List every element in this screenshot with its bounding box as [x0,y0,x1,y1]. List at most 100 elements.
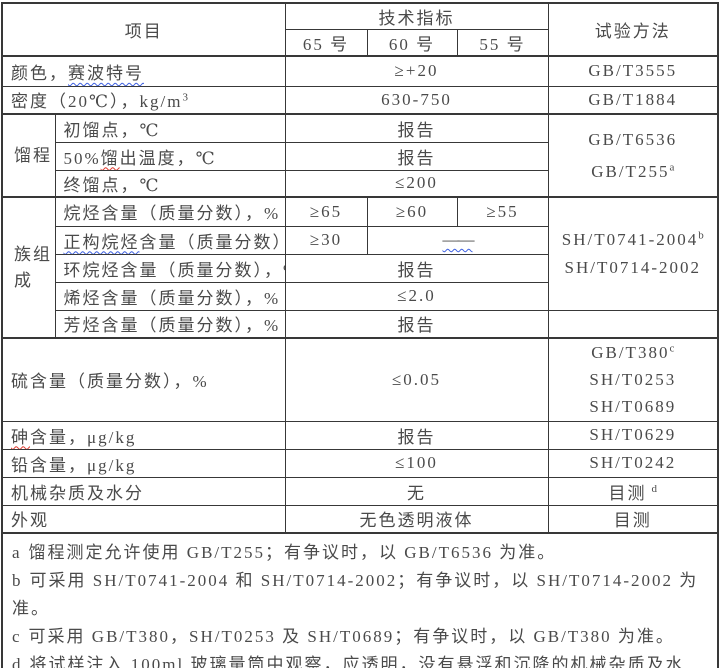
sulfur-method-1: GB/T380c [549,340,717,366]
row-ibp: 馏程 初馏点，℃ 报告 GB/T6536 GB/T255a [1,113,719,198]
footnote-d-letter: d [12,655,21,668]
alkane-value-60: ≥60 [366,196,458,227]
impurities-method: 目测 d [547,476,719,506]
mid-value: 报告 [284,141,549,171]
row-cycloalkane: 环烷烃含量（质量分数），% 报告 [2,253,718,283]
cycloalkane-label: 环烷烃含量（质量分数），% [54,253,286,283]
header-row-2: 65 号 60 号 55 号 [2,29,718,57]
footnote-d: d 将试样注入 100ml 玻璃量筒中观察，应透明，没有悬浮和沉降的机械杂质及水分… [12,651,709,668]
footnote-a-letter: a [12,543,20,562]
row-lead: 铅含量，μg/kg ≤100 SH/T0242 [1,448,719,478]
header-grade-65: 65 号 [284,29,368,57]
header-grade-60: 60 号 [366,29,458,57]
aromatic-value: 报告 [284,309,549,339]
impurities-label: 机械杂质及水分 [1,476,286,506]
color-label-spellcheck: 赛波特号 [68,63,144,83]
group-label-composition: 族组成 [1,196,56,339]
footnote-b-text: 可采用 SH/T0741-2004 和 SH/T0714-2002；有争议时，以… [12,571,699,618]
impurities-value: 无 [284,476,549,506]
footnote-c: c 可采用 GB/T380，SH/T0253 及 SH/T0689；有争议时，以 … [12,623,709,651]
olefin-value: ≤2.0 [284,281,549,311]
ibp-value: 报告 [284,113,549,143]
footnote-b-letter: b [12,571,21,590]
sulfur-method-2: SH/T0253 [589,370,677,390]
footnote-d-text: 将试样注入 100ml 玻璃量筒中观察，应透明，没有悬浮和沉降的机械杂质及水分。… [29,655,685,668]
row-olefin: 烯烃含量（质量分数），% ≤2.0 [2,281,718,311]
row-arsenic: 砷含量，μg/kg 报告 SH/T0629 [1,420,719,450]
row-impurities: 机械杂质及水分 无 目测 d [1,476,719,506]
row-aromatic: 芳烃含量（质量分数），% 报告 [2,309,719,339]
olefin-label: 烯烃含量（质量分数），% [54,281,286,311]
density-method: GB/T1884 [547,85,719,115]
alkane-value-65: ≥65 [284,196,368,227]
distillation-method-2: GB/T255a [549,156,717,188]
footnote-b: b 可采用 SH/T0741-2004 和 SH/T0714-2002；有争议时，… [12,567,709,623]
footnote-c-letter: c [12,627,20,646]
ibp-label: 初馏点，℃ [54,113,286,143]
lead-label: 铅含量，μg/kg [1,448,286,478]
mid-label-pre: 50% [63,148,101,168]
color-value: ≥+20 [284,55,549,87]
density-label-text: 密度（20℃），kg/m [11,92,183,112]
n-alkane-label-post: 含量（质量分数），% [139,232,285,252]
arsenic-value: 报告 [284,420,549,450]
distillation-methods: GB/T6536 GB/T255a [547,113,719,198]
distillation-method-2-sup: a [669,160,675,173]
composition-method-1: SH/T0741-2004b [549,226,717,254]
header-tech-spec: 技术指标 [284,2,549,30]
header-test-method: 试验方法 [547,2,719,57]
sulfur-label: 硫含量（质量分数），% [1,337,286,422]
composition-method-1-sup: b [698,229,704,242]
sulfur-method-1-text: GB/T380 [591,343,670,363]
n-alkane-dash: —— [442,230,475,249]
arsenic-label-spellcheck: 砷 [11,427,30,447]
mid-label: 50%馏出温度，℃ [54,141,286,171]
composition-method-1-text: SH/T0741-2004 [561,229,699,249]
distillation-method-2-text: GB/T255 [591,161,670,181]
n-alkane-label: 正构烷烃含量（质量分数），% [54,225,286,255]
arsenic-label: 砷含量，μg/kg [1,420,286,450]
alkane-value-55: ≥55 [456,196,549,227]
color-label: 颜色，赛波特号 [1,55,286,87]
impurities-method-sup: d [651,482,658,495]
color-method: GB/T3555 [547,55,719,87]
group-label-distillation: 馏程 [1,113,56,198]
density-label-sup: 3 [182,91,188,104]
density-label: 密度（20℃），kg/m3 [1,85,286,115]
sulfur-methods: GB/T380c SH/T0253 SH/T0689 [547,337,719,422]
sulfur-method-1-sup: c [669,342,675,355]
aromatic-method-empty [547,309,719,339]
mid-label-post: 出温度，℃ [119,148,217,168]
row-appearance: 外观 无色透明液体 目测 [1,504,719,534]
n-alkane-value-rest: —— [366,225,549,255]
row-mid-distillate: 50%馏出温度，℃ 报告 [2,141,718,171]
arsenic-label-post: 含量，μg/kg [30,427,137,447]
n-alkane-value-65: ≥30 [284,225,368,255]
footnote-c-text: 可采用 GB/T380，SH/T0253 及 SH/T0689；有争议时，以 G… [28,627,675,646]
arsenic-method: SH/T0629 [547,420,719,450]
row-n-alkane: 正构烷烃含量（质量分数），% ≥30 —— [2,225,718,255]
row-fbp: 终馏点，℃ ≤200 [2,169,718,198]
header-grade-55: 55 号 [456,29,549,57]
footnote-a-text: 馏程测定允许使用 GB/T255；有争议时，以 GB/T6536 为准。 [28,543,557,562]
distillation-method-1: GB/T6536 [588,129,678,149]
appearance-method: 目测 [547,504,719,534]
row-alkane: 族组成 烷烃含量（质量分数），% ≥65 ≥60 ≥55 SH/T0741-20… [1,196,719,339]
composition-method-2: SH/T0714-2002 [564,257,702,277]
row-color: 颜色，赛波特号 ≥+20 GB/T3555 [1,55,719,87]
mid-label-spellcheck: 馏 [100,148,120,168]
density-value: 630-750 [284,85,549,115]
row-sulfur: 硫含量（质量分数），% ≤0.05 GB/T380c SH/T0253 SH/T… [1,337,719,422]
impurities-method-text: 目测 [608,483,647,503]
fbp-value: ≤200 [284,169,549,198]
appearance-label: 外观 [1,504,286,534]
cycloalkane-value: 报告 [284,253,549,283]
n-alkane-label-spellcheck: 正构烷烃 [63,232,140,252]
header-item: 项目 [1,2,286,57]
footnote-a: a 馏程测定允许使用 GB/T255；有争议时，以 GB/T6536 为准。 [12,539,709,567]
sulfur-method-3: SH/T0689 [589,397,677,417]
